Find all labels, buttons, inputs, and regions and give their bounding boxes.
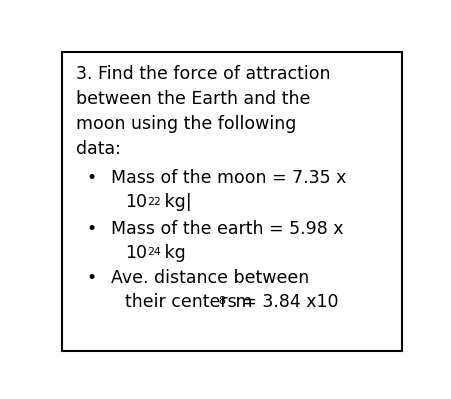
Text: m: m xyxy=(230,293,252,311)
Text: •: • xyxy=(86,220,97,238)
Text: data:: data: xyxy=(76,140,120,158)
Text: •: • xyxy=(86,269,97,287)
Text: 3. Find the force of attraction: 3. Find the force of attraction xyxy=(76,65,330,83)
Text: 8: 8 xyxy=(218,296,225,306)
Text: Mass of the earth = 5.98 x: Mass of the earth = 5.98 x xyxy=(110,220,343,238)
Text: 24: 24 xyxy=(147,247,160,257)
Text: 10: 10 xyxy=(124,193,147,211)
Text: between the Earth and the: between the Earth and the xyxy=(76,90,309,108)
Text: 22: 22 xyxy=(147,197,160,207)
Text: their centers = 3.84 x10: their centers = 3.84 x10 xyxy=(124,293,337,311)
Text: kg: kg xyxy=(158,244,185,262)
Text: Ave. distance between: Ave. distance between xyxy=(110,269,308,287)
Text: •: • xyxy=(86,169,97,187)
Text: Mass of the moon = 7.35 x: Mass of the moon = 7.35 x xyxy=(110,169,345,187)
Text: kg|: kg| xyxy=(158,193,191,211)
Text: 10: 10 xyxy=(124,244,147,262)
Text: moon using the following: moon using the following xyxy=(76,115,295,133)
FancyBboxPatch shape xyxy=(62,53,400,350)
